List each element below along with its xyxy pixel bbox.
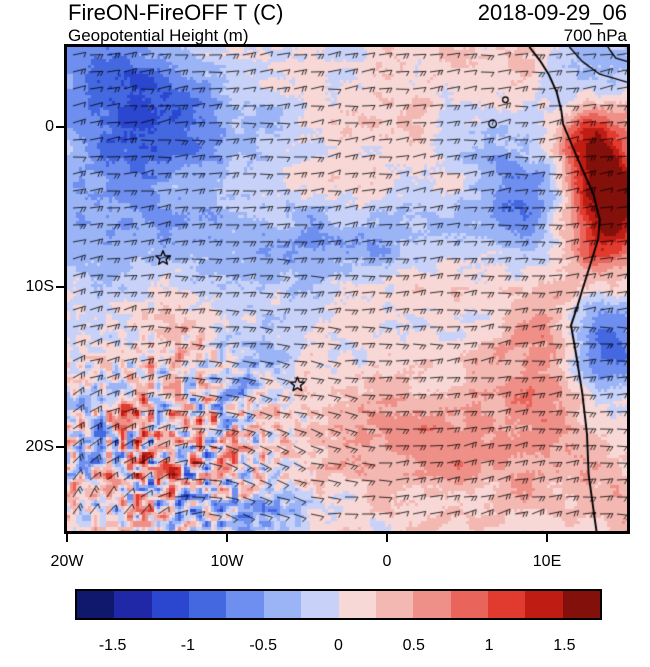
plot-datetime: 2018-09-29_06 [477, 0, 627, 25]
colorbar-box [77, 591, 115, 618]
x-axis-tick [226, 534, 228, 542]
x-axis-tick [546, 534, 548, 542]
colorbar-box [301, 591, 339, 618]
x-axis-tick-label: 10W [210, 553, 244, 570]
colorbar-box [487, 591, 526, 618]
y-axis-tick-label: 20S [25, 438, 54, 455]
colorbar-tick-label: 0.5 [402, 637, 425, 654]
colorbar-box [114, 591, 152, 618]
colorbar-box [338, 591, 376, 618]
colorbar-box [525, 591, 563, 618]
x-axis-tick [386, 534, 388, 542]
y-axis-tick-label: 0 [45, 118, 54, 135]
colorbar-tick-label: 0 [334, 637, 343, 654]
y-axis-tick [56, 286, 64, 288]
colorbar-box [413, 591, 451, 618]
y-axis-tick [56, 446, 64, 448]
colorbar-box [226, 591, 264, 618]
colorbar-tick-label: 1 [484, 637, 494, 654]
x-axis-tick-label: 10E [532, 553, 562, 570]
plot-subtitle: Geopotential Height (m) [68, 26, 249, 45]
colorbar-tick-label: -1.5 [98, 637, 127, 654]
colorbar-box [151, 591, 190, 618]
colorbar-box [189, 591, 227, 618]
colorbar-tick-label: 1.5 [553, 637, 576, 654]
colorbar-box [450, 591, 488, 618]
colorbar-box [263, 591, 302, 618]
colorbar-box [562, 591, 601, 618]
map-canvas [67, 47, 627, 531]
map-plot-area [64, 44, 630, 534]
y-axis-tick-label: 10S [25, 278, 54, 295]
colorbar-tick-label: -1 [180, 637, 196, 654]
plot-title: FireON-FireOFF T (C) [68, 0, 284, 25]
plot-level: 700 hPa [563, 26, 627, 45]
x-axis-tick-label: 20W [50, 553, 84, 570]
colorbar [75, 589, 602, 620]
y-axis-tick [56, 126, 64, 128]
colorbar-box [375, 591, 414, 618]
x-axis-tick [66, 534, 68, 542]
x-axis-tick-label: 0 [382, 553, 392, 570]
colorbar-tick-label: -0.5 [249, 637, 277, 654]
